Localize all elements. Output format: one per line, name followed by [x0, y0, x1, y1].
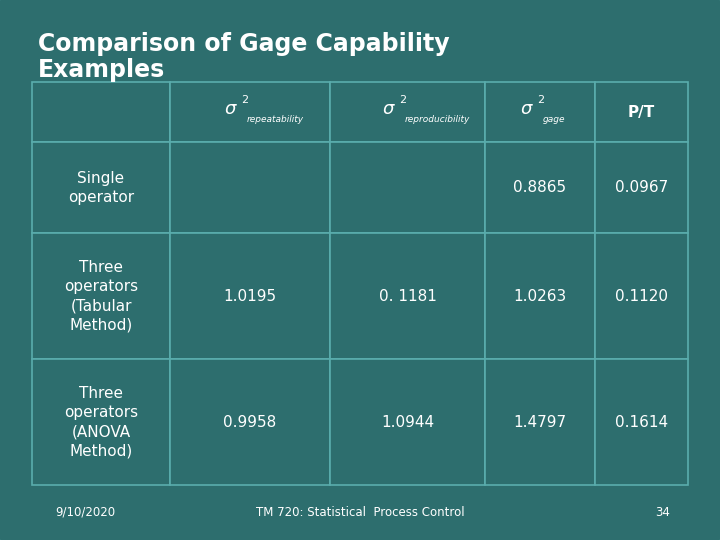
Bar	[32, 359, 170, 485]
Bar	[330, 82, 485, 143]
Text: $\sigma$: $\sigma$	[520, 100, 534, 118]
Bar	[170, 143, 330, 233]
Text: 2: 2	[241, 95, 248, 105]
Text: 2: 2	[400, 95, 407, 105]
Text: Single
operator: Single operator	[68, 171, 134, 205]
Bar	[595, 143, 688, 233]
Text: 1.0263: 1.0263	[513, 288, 567, 303]
Text: $\sigma$: $\sigma$	[382, 100, 396, 118]
Bar	[595, 359, 688, 485]
Text: 34: 34	[655, 505, 670, 518]
Text: 0.1120: 0.1120	[615, 288, 668, 303]
Text: 0. 1181: 0. 1181	[379, 288, 436, 303]
Bar	[485, 233, 595, 359]
Text: 1.4797: 1.4797	[513, 415, 567, 429]
Bar	[330, 233, 485, 359]
Text: 0.1614: 0.1614	[615, 415, 668, 429]
Bar	[32, 143, 170, 233]
Text: gage: gage	[543, 114, 565, 124]
Bar	[485, 359, 595, 485]
Bar	[595, 82, 688, 143]
Bar	[595, 233, 688, 359]
Text: reproducibility: reproducibility	[405, 114, 470, 124]
Text: Three
operators
(ANOVA
Method): Three operators (ANOVA Method)	[64, 386, 138, 458]
Text: 1.0195: 1.0195	[223, 288, 276, 303]
Bar	[170, 359, 330, 485]
Bar	[330, 359, 485, 485]
Bar	[170, 233, 330, 359]
Bar	[32, 233, 170, 359]
Text: 9/10/2020: 9/10/2020	[55, 505, 115, 518]
Text: Three
operators
(Tabular
Method): Three operators (Tabular Method)	[64, 260, 138, 333]
Bar	[485, 143, 595, 233]
Text: TM 720: Statistical  Process Control: TM 720: Statistical Process Control	[256, 505, 464, 518]
Text: 1.0944: 1.0944	[381, 415, 434, 429]
Text: 0.9958: 0.9958	[223, 415, 276, 429]
Text: Comparison of Gage Capability: Comparison of Gage Capability	[38, 32, 449, 56]
Text: 0.8865: 0.8865	[513, 180, 567, 195]
Text: P/T: P/T	[628, 105, 655, 120]
Text: $\sigma$: $\sigma$	[224, 100, 238, 118]
Text: 2: 2	[537, 95, 544, 105]
Text: 0.0967: 0.0967	[615, 180, 668, 195]
Text: repeatability: repeatability	[247, 114, 304, 124]
Text: Examples: Examples	[38, 58, 166, 82]
Bar	[170, 82, 330, 143]
Bar	[485, 82, 595, 143]
Bar	[330, 143, 485, 233]
Bar	[32, 82, 170, 143]
